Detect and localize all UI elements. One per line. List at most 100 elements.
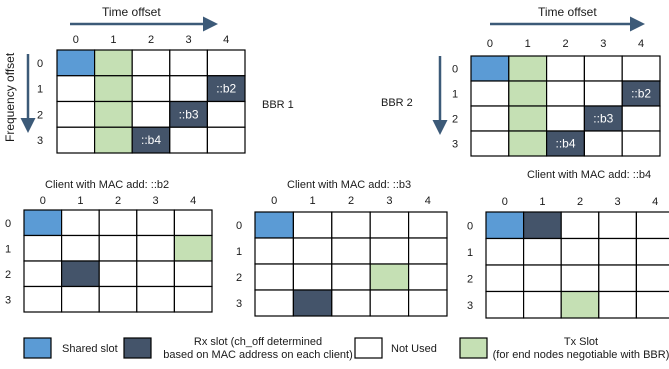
legend-swatch-tx (459, 337, 488, 359)
bbr2-cell-unused (470, 80, 510, 107)
bbr1-cell-unused (206, 126, 246, 154)
bbr1-cell-unused (131, 75, 171, 103)
bbr1-side-label: BBR 1 (262, 99, 294, 111)
bbr1-cell-shared (56, 49, 96, 77)
client-b3-col-label: 1 (310, 195, 316, 207)
client-b4-cell-unused (560, 211, 600, 240)
bbr2-side-label: BBR 2 (381, 97, 413, 109)
bbr1-cell-mac-label: ::b2 (216, 82, 236, 96)
client-b4-cell-unused (598, 237, 637, 266)
client-b2-cell-unused (136, 260, 176, 288)
bbr2-cell-tx (508, 55, 548, 82)
bbr1-cell-rx (131, 126, 171, 154)
bbr2-cell-unused (545, 105, 585, 132)
client-b3-cell-unused (254, 237, 295, 265)
client-b4-cell-unused (485, 290, 525, 319)
bbr1-col-label: 3 (186, 34, 192, 46)
legend-label-unused: Not Used (391, 343, 437, 355)
client-b3-row-label: 0 (236, 220, 242, 232)
client-b4-title: Client with MAC add: ::b4 (527, 169, 651, 181)
client-b3-cell-unused (331, 289, 371, 317)
bbr2-cell-mac-label: ::b3 (593, 112, 613, 126)
frequency-offset-label-bbr1: Frequency offset (3, 52, 17, 142)
time-offset-label-bbr2: Time offset (538, 5, 597, 19)
client-b3-cell-unused (408, 263, 448, 291)
bbr2-cell-tx (508, 105, 548, 132)
client-b4-cell-tx (560, 290, 600, 319)
bbr2-cell-tx (508, 80, 548, 107)
client-b4-cell-unused (560, 264, 600, 293)
bbr2-cell-unused (545, 55, 585, 82)
client-b3-cell-unused (369, 289, 410, 317)
client-b3-cell-tx (369, 263, 410, 291)
legend-label-tx: (for end nodes negotiable with BBR) (493, 349, 669, 361)
client-b3-cell-unused (292, 263, 333, 291)
client-b4-row-label: 1 (467, 247, 473, 259)
bbr2-col-label: 3 (600, 38, 606, 50)
client-b4-cell-unused (522, 264, 562, 293)
bbr1-cell-tx (93, 126, 133, 154)
client-b4-cell-unused (485, 237, 525, 266)
bbr2-cell-unused (621, 130, 661, 157)
client-b2-cell-rx (60, 260, 100, 288)
client-b2-col-label: 2 (115, 195, 121, 207)
client-b3-col-label: 4 (425, 195, 431, 207)
bbr2-cell-unused (545, 80, 585, 107)
client-b3-title: Client with MAC add: ::b3 (287, 179, 411, 191)
legend-label-tx: Tx Slot (564, 336, 598, 348)
client-b2-row-label: 3 (5, 294, 11, 306)
bbr1-row-label: 3 (37, 135, 43, 147)
bbr2-cell-unused (583, 130, 623, 157)
client-b2-row-label: 1 (5, 243, 11, 255)
client-b2-col-label: 3 (153, 195, 159, 207)
client-b2-cell-unused (23, 260, 63, 288)
client-b2-cell-shared (23, 209, 63, 237)
client-b3-col-label: 2 (348, 195, 354, 207)
bbr1-cell-tx (93, 100, 133, 128)
bbr1-row-label: 2 (37, 109, 43, 121)
client-b2-col-label: 4 (190, 195, 196, 207)
time-offset-label-bbr1: Time offset (102, 5, 161, 19)
client-b2-cell-unused (136, 209, 176, 237)
bbr2-cell-rx (545, 130, 585, 157)
bbr2-cell-unused (583, 55, 623, 82)
bbr2-cell-shared (470, 55, 510, 82)
bbr1-cell-unused (131, 49, 171, 77)
client-b4-col-label: 4 (652, 196, 658, 208)
legend-label-rx: based on MAC address on each client) (163, 349, 353, 361)
client-b3-cell-unused (254, 289, 295, 317)
bbr1-cell-unused (56, 75, 96, 103)
bbr2-row-label: 1 (452, 89, 458, 101)
client-b3-row-label: 1 (236, 246, 242, 258)
bbr1-col-label: 4 (223, 34, 229, 46)
legend-swatch-rx (123, 337, 152, 359)
bbr2-row-label: 3 (452, 139, 458, 151)
client-b2-col-label: 1 (77, 195, 83, 207)
client-b2-cell-unused (60, 209, 100, 237)
bbr1-cell-unused (169, 126, 209, 154)
client-b2-row-label: 2 (5, 269, 11, 281)
client-b3-cell-unused (292, 211, 333, 239)
client-b3-cell-unused (292, 237, 333, 265)
bbr2-row-label: 2 (452, 114, 458, 126)
client-b3-row-label: 2 (236, 272, 242, 284)
client-b3-col-label: 0 (271, 195, 277, 207)
bbr1-col-label: 0 (73, 34, 79, 46)
client-b3-cell-unused (408, 289, 448, 317)
bbr2-cell-tx (508, 130, 548, 157)
bbr1-cell-unused (169, 75, 209, 103)
bbr2-row-label: 0 (452, 64, 458, 76)
client-b2-cell-unused (173, 209, 213, 237)
legend-label-rx: Rx slot (ch_off determined (194, 336, 322, 348)
bbr1-cell-unused (169, 49, 209, 77)
client-b4-cell-unused (598, 264, 637, 293)
bbr1-row-label: 0 (37, 58, 43, 70)
client-b3-cell-unused (369, 211, 410, 239)
bbr1-cell-unused (206, 100, 246, 128)
bbr1-cell-unused (206, 49, 246, 77)
client-b3-cell-unused (369, 237, 410, 265)
client-b4-row-label: 2 (467, 273, 473, 285)
